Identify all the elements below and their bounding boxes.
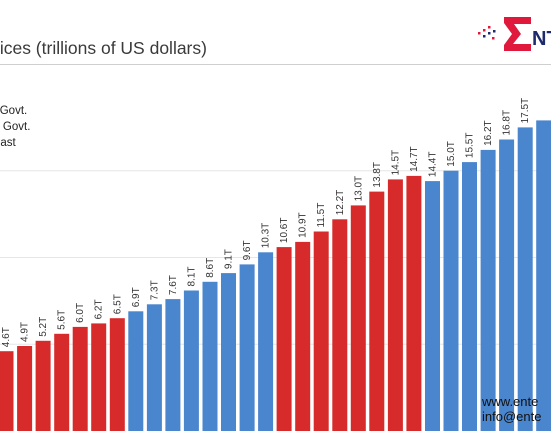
- chart-data-labels: 4.3T4.6T4.9T5.2T5.6T6.0T6.2T6.5T6.9T7.3T…: [1, 98, 531, 347]
- bar: [258, 252, 274, 431]
- bar: [480, 149, 496, 431]
- bar-label: 7.3T: [149, 280, 160, 300]
- bar-label: 10.3T: [261, 223, 272, 249]
- bar: [165, 299, 181, 431]
- chart-legend: can Govt. ratic Govt. orecast: [0, 103, 30, 151]
- bar-label: 14.7T: [409, 146, 420, 172]
- bar-label: 11.5T: [316, 203, 327, 228]
- bar-label: 4.9T: [20, 322, 31, 342]
- bar: [313, 231, 329, 431]
- contact-website: www.ente: [482, 394, 539, 409]
- chart-title: rices (trillions of US dollars): [0, 38, 207, 58]
- sigma-e-logo-icon: NT: [478, 17, 551, 51]
- bar-label: 14.5T: [390, 150, 401, 176]
- chart-bars: [0, 120, 551, 431]
- bar-label: 7.6T: [168, 275, 179, 295]
- bar: [202, 281, 218, 431]
- bar: [499, 139, 515, 431]
- bar: [387, 179, 403, 431]
- bar-label: 15.0T: [446, 141, 457, 167]
- bar-label: 10.6T: [279, 218, 290, 244]
- bar-label: 5.2T: [38, 317, 49, 337]
- bar: [146, 304, 162, 431]
- bar-label: 16.8T: [502, 110, 513, 136]
- bar: [536, 120, 551, 431]
- bar: [406, 175, 422, 431]
- bar: [17, 346, 33, 431]
- bar: [221, 273, 236, 431]
- bar-label: 6.0T: [75, 303, 86, 323]
- bar: [350, 205, 366, 431]
- bar-label: 8.1T: [186, 266, 197, 286]
- bar-label: 14.4T: [428, 152, 439, 178]
- bar-label: 6.5T: [112, 294, 123, 314]
- bar-label: 6.9T: [131, 287, 142, 307]
- logo-particles: [478, 26, 496, 40]
- bar: [239, 264, 255, 431]
- bar-label: 9.6T: [242, 240, 253, 260]
- bar-label: 13.0T: [353, 176, 364, 202]
- bar: [443, 170, 459, 431]
- bar-label: 6.2T: [94, 299, 105, 319]
- bar: [109, 318, 125, 431]
- header-divider: [0, 64, 551, 65]
- bar: [128, 311, 144, 431]
- bar-label: 13.8T: [372, 162, 383, 188]
- bar: [425, 181, 440, 431]
- bar-label: 5.6T: [57, 310, 68, 330]
- bar: [276, 247, 292, 431]
- bar: [332, 219, 348, 431]
- bar-label: 15.5T: [465, 133, 476, 159]
- bar-label: 12.2T: [335, 190, 346, 216]
- bar-label: 9.1T: [224, 249, 235, 269]
- legend-item-republican: can Govt.: [0, 105, 28, 117]
- bar-label: 4.6T: [1, 327, 12, 347]
- bar-label: 8.6T: [205, 258, 216, 278]
- logo-wordmark: NT: [532, 28, 551, 50]
- legend-item-democratic: ratic Govt.: [0, 121, 31, 133]
- bar: [369, 191, 385, 431]
- logo-sigma-mark: [504, 17, 531, 51]
- bar-label: 16.2T: [483, 120, 494, 146]
- bar: [35, 340, 51, 431]
- bar-label: 17.5T: [520, 98, 531, 124]
- bar: [183, 290, 199, 431]
- contact-email: info@ente: [482, 409, 542, 424]
- bar: [91, 323, 107, 431]
- legend-item-forecast: orecast: [0, 137, 16, 149]
- bar: [517, 127, 533, 431]
- contact-info: www.ente info@ente: [482, 394, 541, 424]
- bar: [0, 351, 14, 431]
- bar-label: 10.9T: [298, 212, 309, 238]
- bar: [295, 241, 311, 431]
- bar: [462, 162, 477, 431]
- bar: [72, 326, 88, 431]
- bar: [54, 333, 70, 431]
